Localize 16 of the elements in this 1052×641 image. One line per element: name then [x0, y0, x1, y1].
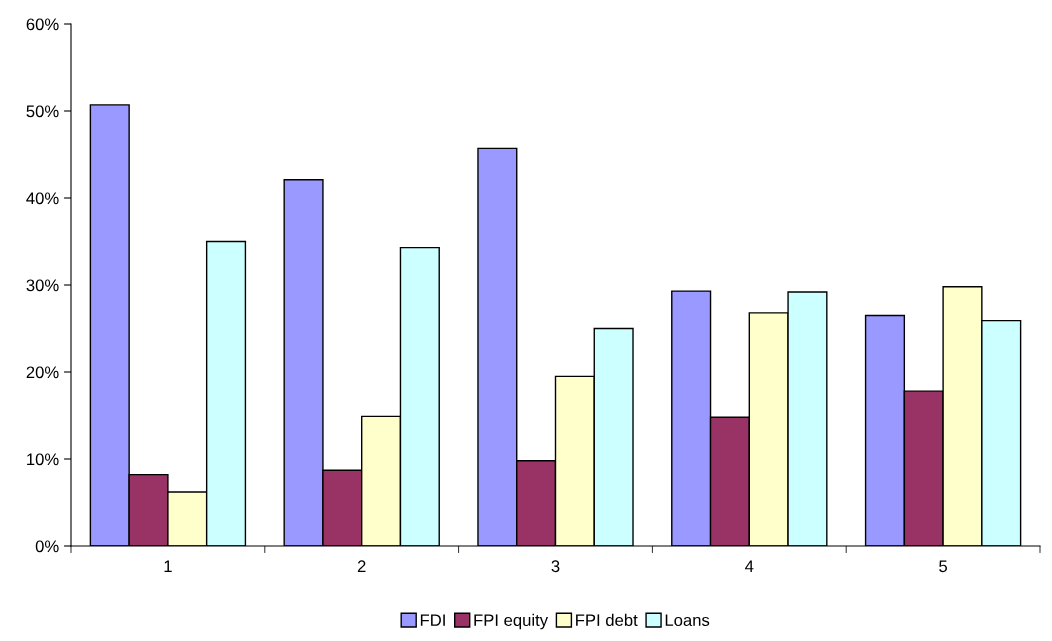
y-tick-label: 0% [35, 540, 59, 553]
x-tick-label: 4 [745, 560, 754, 572]
x-tick-label: 1 [164, 560, 172, 572]
x-tick-label: 2 [357, 560, 366, 572]
y-tick-label: 30% [26, 279, 59, 292]
y-tick-label: 20% [26, 366, 59, 379]
legend-label: Loans [665, 614, 710, 627]
x-tick-label: 3 [551, 560, 560, 573]
y-tick-label: 40% [26, 192, 59, 205]
y-tick-label: 10% [27, 453, 59, 466]
x-tick-label: 5 [939, 560, 948, 573]
legend-label: FPI debt [576, 613, 638, 627]
y-tick-label: 60% [26, 18, 59, 31]
legend-label: FDI [420, 614, 445, 626]
legend-label: FPI equity [474, 613, 549, 630]
y-tick-label: 50% [26, 105, 59, 118]
